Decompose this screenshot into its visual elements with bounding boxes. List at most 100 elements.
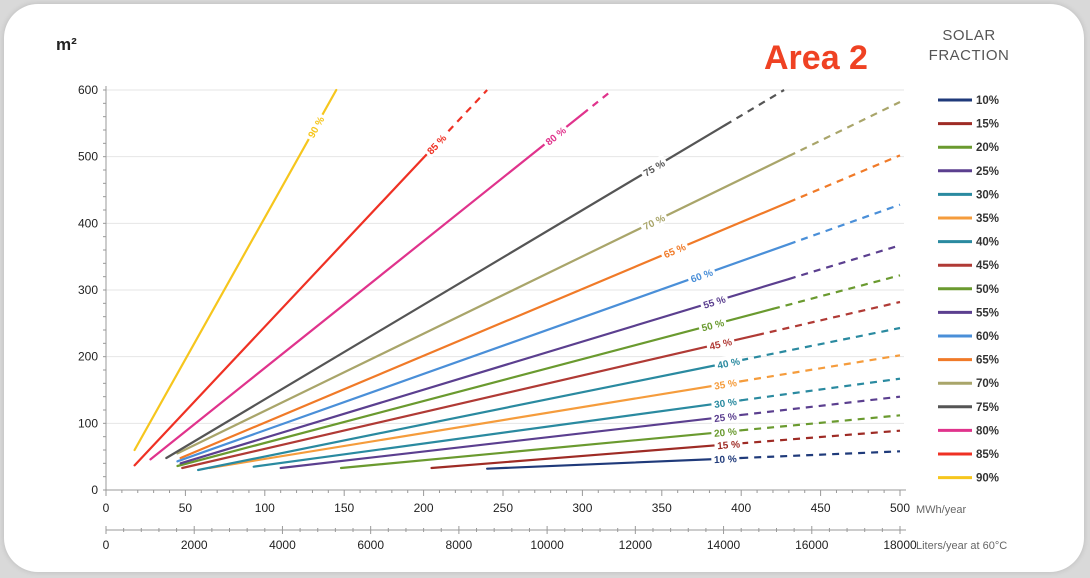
series-label-bg: [658, 238, 690, 262]
series-line-75: [165, 123, 727, 460]
series-label-bg: [710, 393, 741, 411]
series-dashed-25: [741, 395, 901, 417]
series-dashed-60: [788, 203, 901, 246]
series-dashed-20: [741, 414, 901, 432]
series-label-bg: [540, 121, 571, 150]
series-line-30: [252, 399, 743, 468]
x-tick-label: 500: [890, 501, 910, 515]
series-label-bg: [685, 263, 717, 286]
legend-title-line-1: SOLAR: [942, 27, 995, 44]
series-label-group: 35 %: [710, 374, 741, 393]
chart-card: 0 100 200 300 400 500 600 0 50 100 150 200 250 300 350…: [4, 4, 1084, 572]
x-tick-label: 100: [255, 501, 275, 515]
y-axis-unit: m²: [56, 35, 77, 54]
chart-title: Area 2: [764, 39, 868, 77]
y-tick-label: 100: [78, 416, 98, 430]
series-dashed-35: [741, 354, 901, 383]
series-line-55: [179, 277, 790, 465]
series-layer: [133, 88, 901, 472]
series-dashed-45: [756, 300, 901, 337]
x2-tick-label: 0: [103, 538, 110, 552]
series-line-60: [176, 243, 790, 463]
series-dashed-30: [741, 377, 901, 402]
series-label-group: 25 %: [710, 408, 740, 425]
legend-label: 80%: [976, 425, 999, 437]
x-tick-label: 300: [572, 501, 592, 515]
x-tick-label: 200: [414, 501, 434, 515]
y-tick-label: 500: [78, 150, 98, 164]
series-label: 60 %: [689, 268, 714, 286]
legend-label: 50%: [976, 284, 999, 296]
legend-label: 45%: [976, 260, 999, 272]
grid-layer: [106, 89, 904, 424]
x2-tick-label: 10000: [530, 538, 564, 552]
series-dashed-15: [741, 429, 901, 445]
series-label-bg: [698, 290, 730, 312]
legend-label: 40%: [976, 237, 999, 249]
series-line-80: [149, 113, 584, 461]
series-label: 35 %: [713, 378, 737, 393]
series-dashed-55: [788, 244, 901, 281]
series-label: 70 %: [642, 213, 667, 233]
series-label-bg: [710, 374, 741, 392]
y-tick-label: 600: [78, 83, 98, 97]
series-line-65: [179, 201, 790, 460]
legend-label: 60%: [976, 331, 999, 343]
series-line-50: [176, 307, 775, 468]
x-tick-label: 250: [493, 501, 513, 515]
x2-tick-label: 16000: [795, 538, 829, 552]
series-label-group: 65 %: [658, 238, 690, 262]
series-label: 25 %: [714, 411, 738, 425]
x-tick-label: 150: [334, 501, 354, 515]
series-line-70: [176, 154, 790, 455]
series-label-bg: [710, 408, 740, 425]
y-tick-label: 400: [78, 216, 98, 230]
series-label-group: 55 %: [698, 290, 730, 312]
series-label: 20 %: [714, 427, 738, 440]
series-label: 90 %: [307, 115, 328, 140]
legend-label: 90%: [976, 473, 999, 485]
x-tick-label: 50: [179, 501, 193, 515]
legend: 10% 15% 20% 25% 30% 35% 40% 45% 50% 55% 60% 65% 70% 7…: [938, 95, 999, 485]
series-line-25: [279, 413, 743, 470]
legend-label: 30%: [976, 189, 999, 201]
series-label-bg: [713, 353, 744, 372]
legend-label: 20%: [976, 142, 999, 154]
series-label-group: 15 %: [713, 436, 743, 452]
legend-label: 75%: [976, 402, 999, 414]
y-tick-label: 300: [78, 283, 98, 297]
series-label: 10 %: [714, 454, 737, 466]
series-dashed-10: [741, 450, 901, 460]
series-label-bg: [705, 333, 736, 353]
y-tick-label: 200: [78, 350, 98, 364]
series-dashed-85: [438, 89, 488, 142]
x-tick-label: 350: [652, 501, 672, 515]
series-label-bg: [697, 314, 728, 335]
series-dashed-80: [581, 89, 614, 115]
series-dashed-50: [772, 274, 901, 310]
x2-tick-label: 12000: [619, 538, 653, 552]
legend-label: 25%: [976, 166, 999, 178]
series-label-group: 75 %: [638, 154, 669, 180]
legend-title-line-2: FRACTION: [929, 47, 1010, 64]
line-label-layer: 10 % 15 %20 % 25 %30 % 35 % 40 % 45 % 50 %55 %…: [302, 111, 744, 466]
series-label-group: 20 %: [710, 423, 740, 440]
x2-tick-label: 4000: [269, 538, 296, 552]
series-label-bg: [302, 111, 328, 142]
series-dashed-75: [724, 89, 785, 126]
legend-label: 35%: [976, 213, 999, 225]
series-label-group: 45 %: [705, 333, 736, 353]
x2-tick-label: 14000: [707, 538, 741, 552]
series-label-group: 90 %: [302, 111, 328, 142]
series-label-group: 70 %: [638, 209, 670, 234]
x2-axis-unit: Liters/year at 60°C: [916, 540, 1007, 552]
series-dashed-40: [740, 326, 901, 362]
x2-tick-label: 8000: [446, 538, 473, 552]
series-label: 15 %: [717, 439, 741, 452]
series-label: 45 %: [709, 337, 734, 353]
series-label: 40 %: [717, 356, 742, 371]
series-dashed-70: [788, 101, 901, 158]
series-label-bg: [711, 451, 740, 466]
legend-label: 15%: [976, 119, 999, 131]
series-label-bg: [638, 209, 670, 234]
